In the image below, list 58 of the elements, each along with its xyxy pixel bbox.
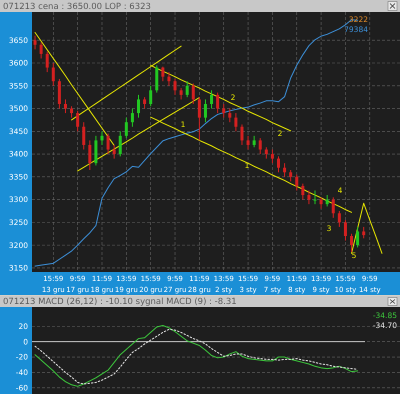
candlestick <box>276 156 280 173</box>
candlestick <box>106 133 110 155</box>
candlestick <box>130 108 134 128</box>
candlestick <box>204 98 207 123</box>
candlestick <box>143 96 146 110</box>
candlestick <box>216 92 220 114</box>
candlestick <box>118 130 122 157</box>
candlestick <box>46 51 49 73</box>
chart-title: 071213 cena : 3650.00 LOP : 6323 <box>3 2 151 12</box>
candlestick <box>76 110 80 132</box>
candlestick <box>161 66 164 82</box>
candlestick <box>362 226 366 239</box>
candlestick <box>210 90 214 110</box>
candlestick <box>94 135 98 166</box>
candlestick <box>356 226 360 248</box>
candlestick <box>338 210 341 228</box>
candlestick <box>344 220 347 242</box>
candlestick <box>270 149 274 164</box>
candlestick <box>58 78 61 110</box>
chart-title: 071213 MACD (26,12) : -10.10 sygnal MACD (9) : -8.31 <box>3 297 237 307</box>
line-series <box>351 202 382 254</box>
candlestick <box>100 130 104 146</box>
candlestick <box>326 194 329 207</box>
candlestick <box>258 138 262 155</box>
candlestick <box>264 146 268 160</box>
candlestick <box>40 42 43 59</box>
candlestick <box>88 140 92 171</box>
candlestick <box>112 144 116 160</box>
candlestick <box>332 196 335 218</box>
candlestick <box>70 106 74 118</box>
candlestick <box>137 94 140 118</box>
candlestick <box>180 88 183 100</box>
candlestick <box>307 190 310 205</box>
candlestick <box>314 190 317 205</box>
candlestick <box>82 122 86 150</box>
candlestick <box>252 135 256 148</box>
candlestick <box>289 170 292 182</box>
candlestick <box>234 112 238 132</box>
candlestick <box>198 96 201 141</box>
candlestick <box>64 98 67 114</box>
candlestick <box>283 162 286 178</box>
candlestick <box>186 80 189 98</box>
candlestick <box>246 135 250 150</box>
candlestick <box>52 62 55 86</box>
candlestick <box>34 35 37 50</box>
candlestick <box>192 82 195 104</box>
candlestick <box>228 108 232 123</box>
candlestick <box>222 103 226 118</box>
candlestick <box>240 124 244 146</box>
candlestick <box>167 72 170 86</box>
candlestick <box>301 183 304 200</box>
candlestick <box>295 174 298 191</box>
candlestick <box>350 233 354 252</box>
candlestick <box>174 78 177 96</box>
candlestick <box>149 85 152 107</box>
candlestick <box>155 64 158 94</box>
candlestick <box>124 117 128 139</box>
candlestick <box>320 196 323 210</box>
